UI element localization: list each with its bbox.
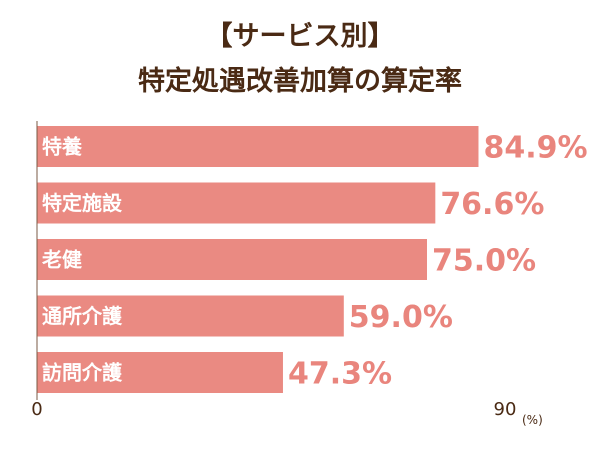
value-label: 47.3% xyxy=(288,357,392,392)
x-tick-label-max: 90 xyxy=(494,399,517,420)
bar xyxy=(37,182,436,224)
category-label: 老健 xyxy=(42,248,82,272)
category-label: 特養 xyxy=(42,135,83,159)
category-label: 通所介護 xyxy=(42,304,123,328)
bar xyxy=(37,126,479,167)
x-tick-label-min: 0 xyxy=(31,399,42,420)
chart-subtitle: 特定処遇改善加算の算定率 xyxy=(138,65,462,97)
bar xyxy=(37,295,344,337)
bars-group: 特養 84.9% 特定施設 76.6% 老健 75.0% 通所介護 59.0% 訪問介護 47.3… xyxy=(37,126,588,393)
value-label: 59.0% xyxy=(349,300,453,335)
value-label: 76.6% xyxy=(440,187,544,222)
category-label: 特定施設 xyxy=(42,191,123,215)
category-label: 訪問介護 xyxy=(42,361,123,385)
bar xyxy=(37,352,283,393)
x-axis-unit: (%) xyxy=(522,413,543,427)
value-label: 84.9% xyxy=(483,131,587,166)
chart-title: 【サービス別】 xyxy=(206,21,395,52)
value-label: 75.0% xyxy=(432,244,536,279)
bar xyxy=(37,239,427,280)
